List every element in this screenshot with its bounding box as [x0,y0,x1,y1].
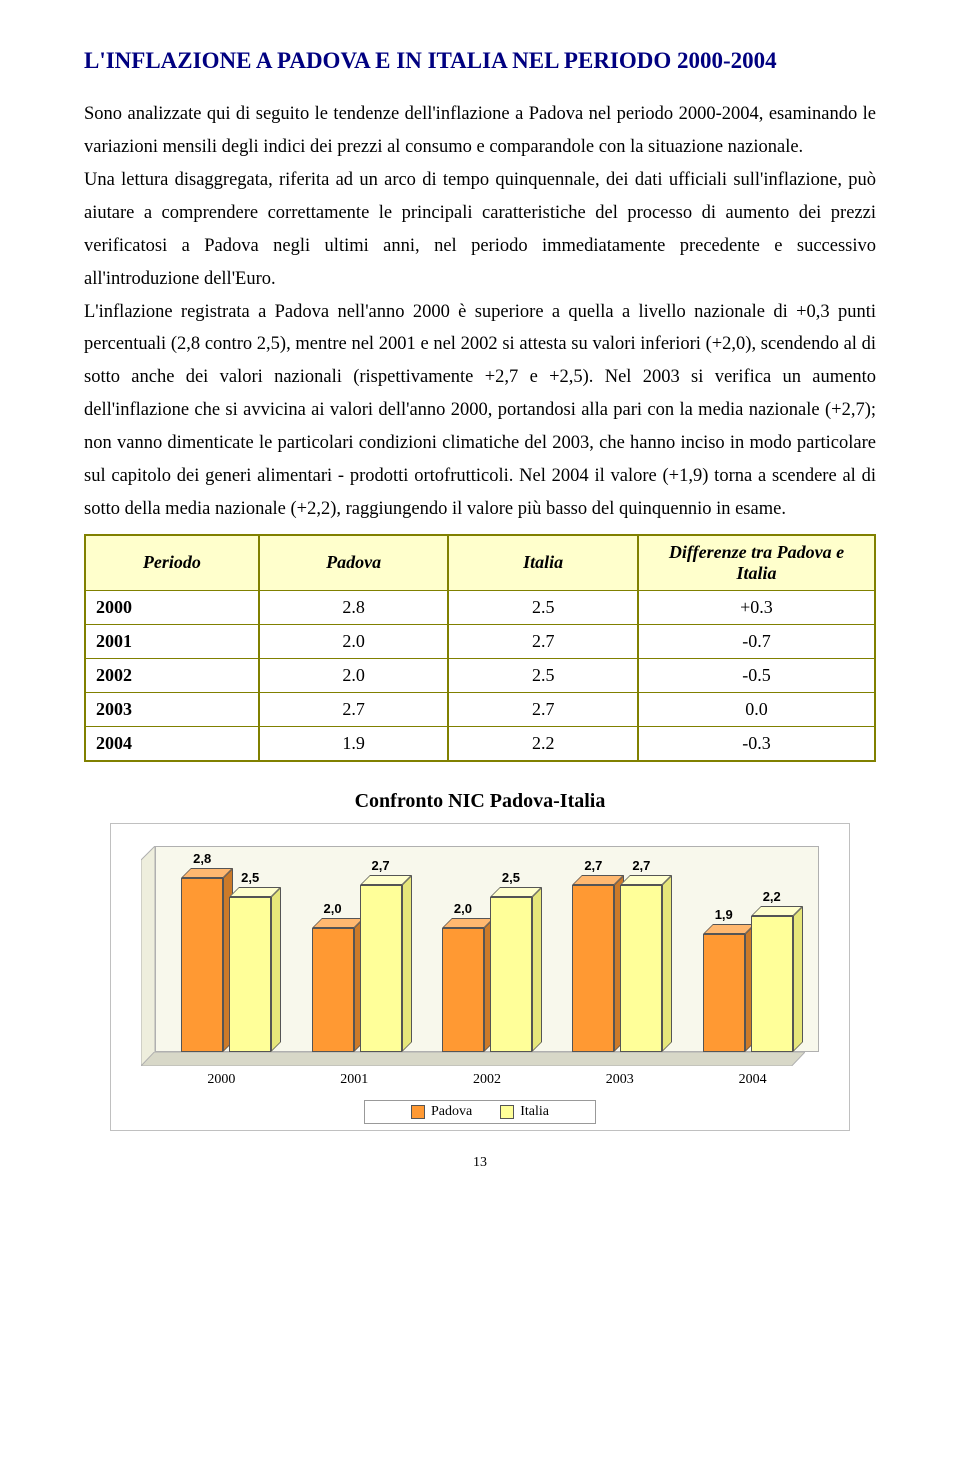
chart-plot-area: 2,82,52,02,72,02,52,72,71,92,2 200020012… [110,823,850,1131]
cell-padova: 2.0 [259,658,449,692]
th-padova: Padova [259,535,449,591]
chart-floor [141,1052,805,1066]
x-axis-label: 2004 [739,1072,767,1088]
cell-italia: 2.7 [448,692,638,726]
table-header-row: Periodo Padova Italia Differenze tra Pad… [85,535,875,591]
x-axis-label: 2003 [606,1072,634,1088]
bar-group: 2,02,7 [312,885,402,1052]
th-diff: Differenze tra Padova e Italia [638,535,875,591]
cell-period: 2000 [85,590,259,624]
page-number: 13 [84,1155,876,1171]
cell-diff: 0.0 [638,692,875,726]
bar-group: 1,92,2 [703,916,793,1052]
table-row: 2002 2.0 2.5 -0.5 [85,658,875,692]
legend-label: Italia [520,1104,549,1120]
cell-diff: -0.7 [638,624,875,658]
bar-group: 2,72,7 [572,885,662,1052]
cell-period: 2001 [85,624,259,658]
page-title: L'INFLAZIONE A PADOVA E IN ITALIA NEL PE… [84,48,876,74]
bar: 2,7 [620,885,662,1052]
legend-swatch-icon [411,1105,425,1119]
body-paragraph: Sono analizzate qui di seguito le tenden… [84,98,876,526]
cell-italia: 2.5 [448,658,638,692]
table-row: 2000 2.8 2.5 +0.3 [85,590,875,624]
cell-padova: 1.9 [259,726,449,761]
cell-padova: 2.0 [259,624,449,658]
bar-group: 2,02,5 [442,897,532,1052]
bar: 2,5 [490,897,532,1052]
x-axis-label: 2000 [207,1072,235,1088]
bar-value-label: 2,2 [742,889,802,904]
inflation-table: Periodo Padova Italia Differenze tra Pad… [84,534,876,762]
cell-period: 2004 [85,726,259,761]
th-periodo: Periodo [85,535,259,591]
bar-value-label: 2,0 [433,901,493,916]
bar-value-label: 2,7 [611,858,671,873]
cell-period: 2003 [85,692,259,726]
bar: 2,0 [312,928,354,1052]
chart-container: Confronto NIC Padova-Italia 2,82,52,02,7… [84,790,876,1131]
chart-side-wall [141,846,155,1066]
bar: 2,7 [360,885,402,1052]
table-row: 2001 2.0 2.7 -0.7 [85,624,875,658]
page-container: L'INFLAZIONE A PADOVA E IN ITALIA NEL PE… [0,0,960,1199]
table-row: 2003 2.7 2.7 0.0 [85,692,875,726]
legend-label: Padova [431,1104,472,1120]
chart-bars: 2,82,52,02,72,02,52,72,71,92,2 [155,846,819,1052]
table-row: 2004 1.9 2.2 -0.3 [85,726,875,761]
bar: 2,7 [572,885,614,1052]
cell-padova: 2.8 [259,590,449,624]
bar-value-label: 2,5 [220,870,280,885]
x-axis-label: 2002 [473,1072,501,1088]
cell-diff: -0.5 [638,658,875,692]
bar-group: 2,82,5 [181,878,271,1052]
bar-value-label: 2,8 [172,851,232,866]
th-italia: Italia [448,535,638,591]
cell-diff: -0.3 [638,726,875,761]
bar-value-label: 2,0 [303,901,363,916]
cell-padova: 2.7 [259,692,449,726]
chart-legend: Padova Italia [364,1100,596,1124]
x-axis-label: 2001 [340,1072,368,1088]
bar-value-label: 2,7 [351,858,411,873]
bar: 2,0 [442,928,484,1052]
bar: 2,8 [181,878,223,1052]
bar-value-label: 1,9 [694,907,754,922]
chart-3d-area: 2,82,52,02,72,02,52,72,71,92,2 [141,846,819,1066]
bar: 2,2 [751,916,793,1052]
cell-diff: +0.3 [638,590,875,624]
chart-x-axis: 2000 2001 2002 2003 2004 [123,1066,837,1088]
chart-title: Confronto NIC Padova-Italia [84,790,876,813]
cell-italia: 2.7 [448,624,638,658]
legend-item-italia: Italia [500,1104,549,1120]
bar-value-label: 2,5 [481,870,541,885]
cell-italia: 2.2 [448,726,638,761]
cell-italia: 2.5 [448,590,638,624]
cell-period: 2002 [85,658,259,692]
legend-swatch-icon [500,1105,514,1119]
bar: 2,5 [229,897,271,1052]
legend-item-padova: Padova [411,1104,472,1120]
bar: 1,9 [703,934,745,1052]
